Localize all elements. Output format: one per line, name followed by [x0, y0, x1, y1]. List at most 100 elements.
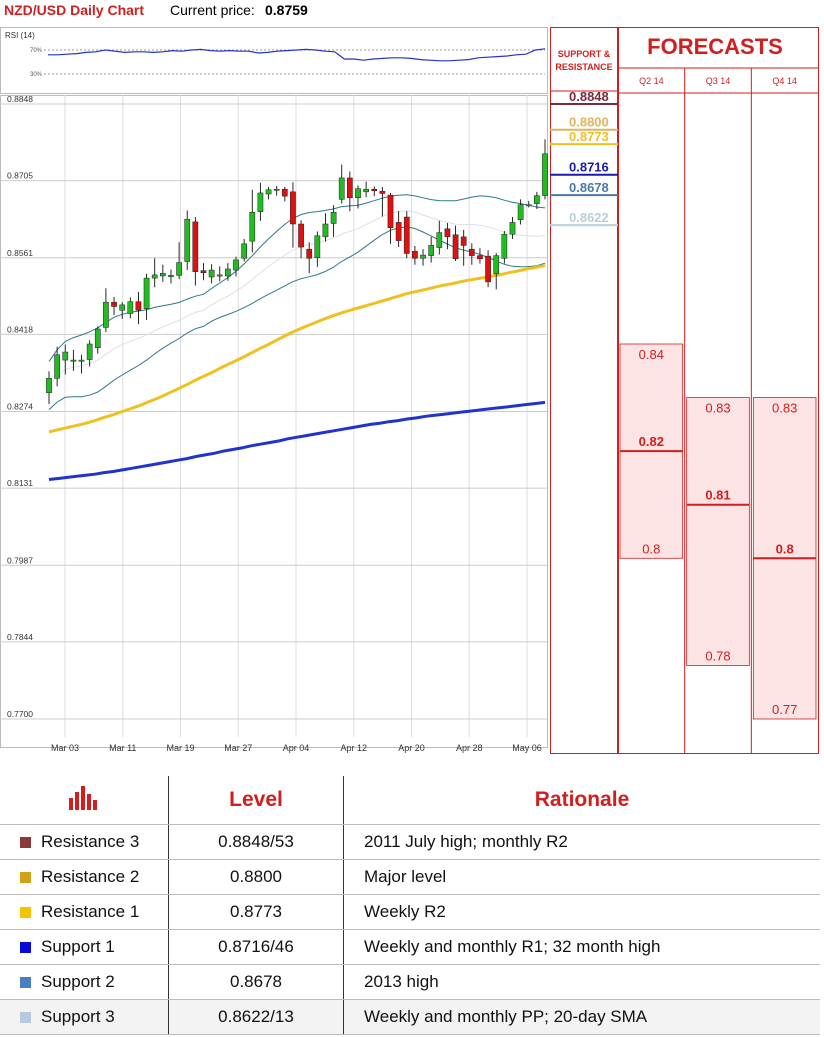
candle [208, 269, 215, 278]
candle [468, 248, 475, 256]
row-level: 0.8848/53 [168, 824, 344, 860]
candle [452, 234, 459, 260]
table-row: Support 3 0.8622/13 Weekly and monthly P… [0, 999, 820, 1035]
sr-level-label: 0.8848 [569, 89, 609, 104]
forecast-quarter-label: Q3 14 [706, 76, 731, 86]
row-level: 0.8773 [168, 894, 344, 930]
sr-level-label: 0.8716 [569, 160, 609, 175]
x-tick-label: Apr 20 [398, 743, 425, 753]
x-tick-label: Apr 28 [456, 743, 483, 753]
rsi-level-label: 30% [30, 72, 43, 78]
y-tick-label: 0.8418 [7, 324, 33, 334]
candle [347, 177, 353, 199]
table-row: Support 2 0.8678 2013 high [0, 964, 820, 1000]
candle [241, 243, 247, 259]
forecast-quarter-label: Q2 14 [639, 76, 664, 86]
x-tick-label: Mar 19 [166, 743, 194, 753]
candle [298, 223, 304, 248]
row-name: Resistance 2 [41, 867, 140, 886]
row-rationale: 2011 July high; monthly R2 [343, 824, 820, 860]
current-price-value: 0.8759 [265, 2, 308, 18]
forecast-quarter-label: Q4 14 [772, 76, 797, 86]
candle [257, 192, 264, 212]
candle [477, 255, 483, 260]
forecast-high-label: 0.83 [772, 401, 797, 416]
candle [420, 254, 426, 259]
chart-title: NZD/USD Daily Chart [4, 2, 145, 18]
x-tick-label: Apr 04 [283, 743, 310, 753]
candle [200, 270, 207, 274]
candle [70, 359, 77, 362]
candle [225, 268, 231, 277]
bar-chart-icon [0, 776, 169, 825]
row-rationale: Major level [343, 859, 820, 895]
color-swatch [20, 1012, 31, 1024]
candle [363, 188, 369, 193]
candle [306, 248, 313, 259]
row-level: 0.8800 [168, 859, 344, 895]
candle [119, 304, 126, 311]
levels-table: Level Rationale Resistance 3 0.8848/53 2… [0, 776, 820, 1035]
y-tick-label: 0.7844 [7, 632, 33, 642]
candle [176, 262, 182, 276]
candle [78, 359, 85, 362]
candle [249, 211, 256, 242]
candle [46, 378, 52, 393]
candle [281, 188, 288, 197]
table-row: Resistance 2 0.8800 Major level [0, 859, 820, 895]
sma-200-line [48, 400, 546, 481]
x-tick-label: May 06 [512, 743, 542, 753]
row-name: Support 1 [41, 937, 115, 956]
candle [216, 274, 223, 277]
forecast-low-label: 0.77 [772, 702, 797, 717]
current-price-label: Current price: [170, 2, 255, 18]
candle [371, 188, 378, 192]
sr-level-label: 0.8800 [569, 115, 609, 130]
color-swatch [20, 942, 31, 954]
candle [485, 255, 491, 283]
row-name: Support 2 [41, 972, 115, 991]
color-swatch [20, 837, 31, 849]
candle [192, 221, 199, 272]
sr-heading-line1: SUPPORT & [558, 49, 611, 59]
color-swatch [20, 872, 31, 884]
candle [265, 189, 272, 195]
candle [159, 273, 166, 277]
candle [322, 223, 329, 238]
candle [436, 232, 443, 248]
candle [103, 301, 109, 328]
candle [338, 177, 345, 200]
candle [86, 343, 93, 360]
row-level: 0.8678 [168, 964, 344, 1000]
forecast-low-label: 0.8 [642, 541, 660, 556]
chart-area: RSI (14) 70% 30% Mar 03 Mar 11 Mar 19 Mar 27 Ap… [0, 27, 819, 754]
candle [428, 245, 435, 256]
x-tick-label: Mar 27 [224, 743, 252, 753]
row-rationale: 2013 high [343, 964, 820, 1000]
forecast-low-label: 0.78 [705, 648, 730, 663]
candle [460, 236, 467, 246]
forecast-range-box [686, 397, 750, 666]
rsi-label: RSI (14) [5, 31, 35, 40]
candle [395, 222, 402, 241]
y-tick-label: 0.8131 [7, 478, 33, 488]
candle [493, 255, 500, 275]
sr-level-label: 0.8622 [569, 210, 609, 225]
x-tick-label: Apr 12 [340, 743, 367, 753]
candle [509, 222, 516, 235]
x-tick-label: Mar 03 [51, 743, 79, 753]
forecast-high-label: 0.83 [705, 401, 730, 416]
candle [403, 216, 410, 254]
candle [135, 301, 142, 311]
candle [355, 188, 361, 198]
candle [412, 251, 418, 259]
rationale-column-header: Rationale [343, 776, 820, 825]
y-tick-label: 0.7987 [7, 555, 33, 565]
row-level: 0.8622/13 [168, 999, 344, 1035]
sr-level-label: 0.8773 [569, 129, 609, 144]
candle [379, 191, 386, 194]
row-name: Resistance 1 [41, 902, 140, 921]
y-tick-label: 0.8848 [7, 94, 33, 104]
table-row: Support 1 0.8716/46 Weekly and monthly R… [0, 929, 820, 965]
candle [94, 328, 101, 348]
